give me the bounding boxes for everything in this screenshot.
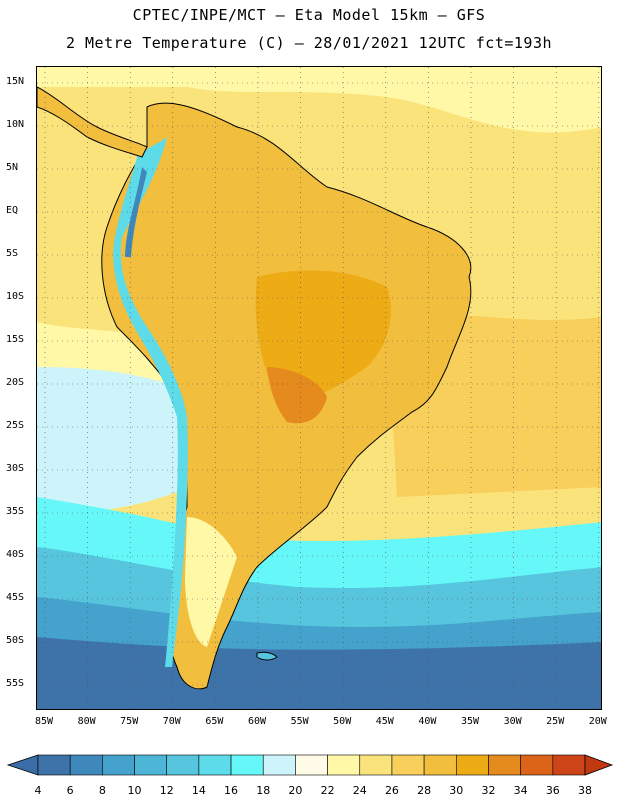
colorbar-tick-label: 34 [513, 784, 528, 797]
colorbar-tick-label: 14 [191, 784, 206, 797]
colorbar-tick-label: 8 [98, 784, 106, 797]
lat-label: EQ [6, 205, 19, 216]
colorbar-tick-label: 24 [352, 784, 367, 797]
colorbar-segment [134, 754, 168, 776]
lat-label: 55S [6, 678, 25, 689]
colorbar-segment [262, 754, 296, 776]
lat-label: 20S [6, 377, 25, 388]
colorbar-segment [455, 754, 489, 776]
colorbar-segment [488, 754, 521, 776]
lat-label: 30S [6, 463, 25, 474]
colorbar-tick-label: 26 [384, 784, 399, 797]
temperature-map [36, 66, 602, 710]
colorbar-segment [359, 754, 393, 776]
colorbar-segment [327, 754, 361, 776]
map-canvas [37, 67, 601, 709]
lat-label: 10S [6, 291, 25, 302]
title-line-2: 2 Metre Temperature (C) – 28/01/2021 12U… [65, 34, 553, 52]
lon-label: 45W [375, 716, 394, 727]
lon-label: 30W [503, 716, 522, 727]
falkland-islands [256, 651, 278, 661]
colorbar-segment [520, 754, 554, 776]
colorbar-segment [391, 754, 425, 776]
lat-label: 10N [6, 119, 25, 130]
colorbar-tick-label: 30 [449, 784, 464, 797]
colorbar-tick-label: 12 [159, 784, 174, 797]
lat-label: 25S [6, 420, 25, 431]
lat-label: 5S [6, 248, 19, 259]
colorbar-segment [37, 754, 71, 776]
lon-label: 25W [546, 716, 565, 727]
colorbar-segment [166, 754, 200, 776]
lon-label: 75W [120, 716, 139, 727]
lon-label: 85W [34, 716, 54, 727]
colorbar-low-arrow [6, 754, 39, 776]
colorbar-segment [102, 754, 135, 776]
colorbar-segment [423, 754, 457, 776]
colorbar-tick-label: 36 [545, 784, 560, 797]
color-scale-bar [6, 754, 614, 776]
colorbar-tick-label: 6 [66, 784, 74, 797]
lon-label: 20W [588, 716, 607, 727]
lat-label: 50S [6, 635, 25, 646]
colorbar-tick-label: 28 [417, 784, 432, 797]
colorbar-segment [230, 754, 264, 776]
lat-label: 5N [6, 162, 19, 173]
title-line-1: CPTEC/INPE/MCT – Eta Model 15km – GFS [132, 6, 486, 24]
colorbar-segment [69, 754, 103, 776]
lon-label: 60W [247, 716, 267, 727]
ocean-north-band [37, 67, 601, 133]
colorbar-tick-label: 10 [127, 784, 142, 797]
lon-label: 70W [162, 716, 181, 727]
colorbar-tick-label: 38 [578, 784, 592, 797]
central-brazil-warm-region [255, 270, 391, 400]
andes-coldest-peaks [125, 167, 147, 257]
colorbar-tick-label: 18 [256, 784, 271, 797]
colorbar-tick-label: 20 [288, 784, 303, 797]
paraguay-hot-region [267, 367, 327, 424]
lon-label: 55W [290, 716, 309, 727]
lon-label: 40W [418, 716, 437, 727]
colorbar-segment [552, 754, 586, 776]
lat-label: 35S [6, 506, 25, 517]
patagonia-mild-region [185, 517, 237, 647]
lat-label: 40S [6, 549, 25, 560]
lat-label: 15N [6, 76, 25, 87]
colorbar-tick-label: 32 [481, 784, 496, 797]
lon-label: 50W [333, 716, 352, 727]
lat-label: 45S [6, 592, 25, 603]
ocean-pacific-band-2 [37, 367, 187, 517]
central-america-landmass [37, 86, 148, 158]
lon-label: 80W [77, 716, 96, 727]
colorbar-segment [295, 754, 328, 776]
colorbar-tick-label: 22 [320, 784, 335, 797]
lon-label: 65W [205, 716, 224, 727]
colorbar-tick-label: 4 [34, 784, 42, 797]
lon-label: 35W [460, 716, 480, 727]
colorbar-high-arrow [584, 754, 614, 776]
colorbar-tick-label: 16 [224, 784, 239, 797]
colorbar-segment [198, 754, 232, 776]
lat-label: 15S [6, 334, 25, 345]
